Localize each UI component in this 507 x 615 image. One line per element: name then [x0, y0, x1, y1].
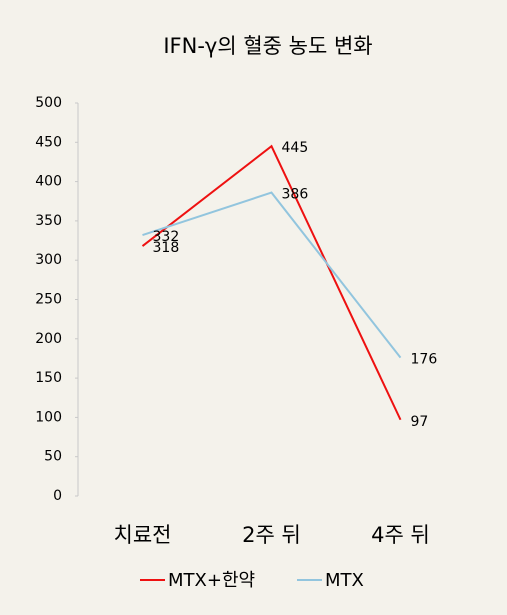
y-tick-label: 150 [35, 370, 62, 386]
legend-label: MTX [325, 570, 364, 591]
x-tick-label: 치료전 [114, 523, 172, 547]
y-tick-label: 100 [35, 409, 62, 425]
x-tick-label: 2주 뒤 [242, 523, 301, 547]
y-tick-label: 400 [35, 174, 62, 190]
data-label: 386 [282, 187, 309, 203]
data-label: 332 [153, 229, 180, 245]
series-line [142, 191, 402, 359]
y-tick-label: 500 [35, 95, 62, 111]
y-tick-label: 450 [35, 134, 62, 150]
y-tick-label: 200 [35, 331, 62, 347]
y-tick-label: 50 [44, 449, 62, 465]
data-label: 97 [411, 414, 429, 430]
data-label: 318 [153, 240, 180, 256]
y-tick-label: 250 [35, 292, 62, 308]
series-line [141, 144, 402, 421]
data-label: 445 [282, 140, 309, 156]
data-label: 176 [411, 352, 438, 368]
legend-label: MTX+한약 [168, 570, 255, 591]
y-tick-label: 0 [53, 488, 62, 504]
y-tick-label: 350 [35, 213, 62, 229]
chart-title: IFN-γ의 혈중 농도 변화 [163, 34, 372, 58]
y-tick-label: 300 [35, 252, 62, 268]
x-tick-label: 4주 뒤 [371, 523, 430, 547]
